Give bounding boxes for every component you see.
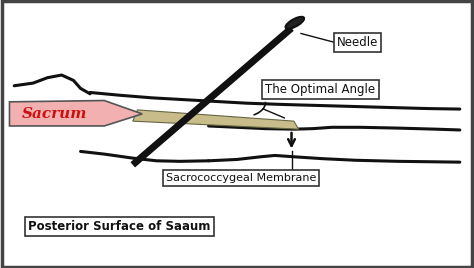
Text: Needle: Needle (337, 36, 378, 49)
Polygon shape (133, 110, 299, 129)
Text: Sacrococcygeal Membrane: Sacrococcygeal Membrane (166, 173, 316, 183)
Text: Posterior Surface of Saaum: Posterior Surface of Saaum (28, 220, 211, 233)
Ellipse shape (285, 17, 304, 29)
Text: The Optimal Angle: The Optimal Angle (265, 83, 375, 96)
Text: Sacrum: Sacrum (22, 107, 87, 121)
Polygon shape (9, 100, 142, 126)
